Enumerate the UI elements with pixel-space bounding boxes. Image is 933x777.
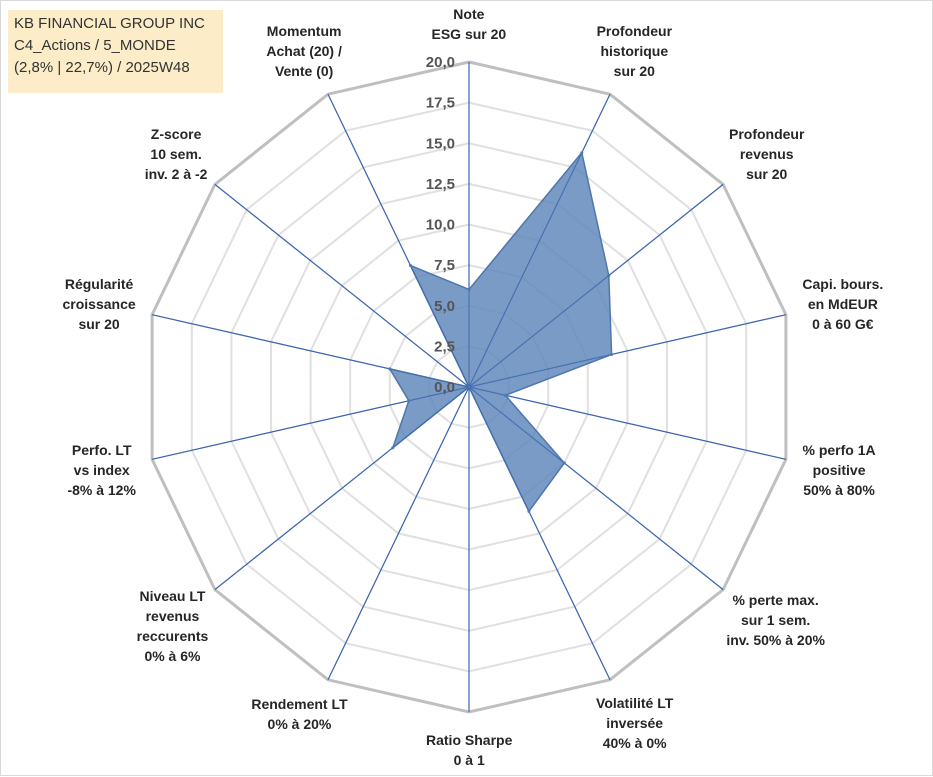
category-label: Ratio Sharpe 0 à 1	[426, 730, 512, 770]
category-label-line: Vente (0)	[274, 62, 334, 79]
category-label-line: Profondeur	[596, 22, 673, 39]
radar-spoke-overlay	[468, 386, 611, 681]
category-label-line: 40% à 0%	[602, 735, 667, 752]
data-point	[562, 461, 566, 465]
category-label-line: sur 20	[78, 315, 120, 332]
category-label: Profondeur revenus sur 20	[729, 124, 804, 184]
category-label: % perfo 1A positive 50% à 80%	[802, 440, 875, 500]
category-label-line: Momentum	[266, 22, 342, 39]
category-label-line: 50% à 80%	[803, 482, 875, 498]
category-label-line: revenus	[145, 607, 200, 624]
category-label: Note ESG sur 20	[432, 4, 507, 44]
category-label-line: sur 20	[746, 166, 788, 183]
category-label-line: % perte max.	[732, 591, 819, 608]
category-label-line: historique	[600, 42, 669, 59]
radar-spoke-overlay	[327, 386, 470, 681]
data-point	[407, 399, 411, 403]
category-label-line: 0 à 60 G€	[812, 315, 874, 332]
category-label-line: Niveau LT	[139, 587, 206, 604]
category-label-line: 0% à 20%	[267, 716, 332, 733]
category-label-line: Achat (20) /	[266, 42, 342, 59]
category-label-line: Capi. bours.	[802, 275, 884, 292]
data-point	[580, 151, 584, 155]
category-label: Perfo. LT vs index -8% à 12%	[67, 440, 135, 500]
data-point	[467, 288, 471, 291]
data-point	[467, 385, 471, 389]
category-label-line: Régularité	[64, 275, 134, 292]
data-point	[527, 509, 531, 513]
category-label-line: Rendement LT	[251, 696, 348, 713]
category-label-line: 0% à 6%	[144, 647, 201, 664]
radar-spoke-overlay	[151, 314, 470, 388]
radial-tick-label: 17,5	[426, 95, 455, 112]
radial-tick-label: 10,0	[426, 217, 455, 234]
data-point	[388, 367, 392, 371]
category-label-line: Volatilité LT	[596, 695, 674, 712]
category-label-line: 0 à 1	[453, 752, 485, 768]
range-week-line: (2,8% | 22,7%) / 2025W48	[14, 59, 190, 76]
category-label-line: Note	[453, 6, 485, 22]
chart-header-box: KB FINANCIAL GROUP INC C4_Actions / 5_MO…	[8, 10, 223, 93]
category-label-line: Perfo. LT	[71, 442, 132, 458]
category-label: Capi. bours. en MdEUR 0 à 60 G€	[802, 274, 883, 334]
category-label-line: inv. 50% à 20%	[726, 631, 825, 648]
data-point	[607, 274, 611, 278]
category-label: Volatilité LT inversée 40% à 0%	[596, 693, 673, 753]
category-label-line: revenus	[739, 146, 794, 163]
category-label-line: ESG sur 20	[431, 26, 507, 42]
data-point	[391, 446, 395, 450]
radial-tick-label: 20,0	[426, 54, 455, 71]
category-label-line: Profondeur	[728, 126, 805, 143]
radar-spoke-overlay	[468, 386, 787, 460]
category-label: Régularité croissance sur 20	[63, 274, 136, 334]
radial-tick-label: 12,5	[426, 176, 455, 193]
radar-spoke-overlay	[214, 386, 470, 590]
category-line: C4_Actions / 5_MONDE	[14, 37, 176, 54]
category-label-line: Ratio Sharpe	[426, 732, 513, 748]
category-label: Profondeur historique sur 20	[597, 21, 672, 81]
category-label-line: % perfo 1A	[802, 442, 876, 458]
radar-area	[151, 62, 787, 712]
category-label: Momentum Achat (20) / Vente (0)	[266, 21, 341, 81]
radar-spoke-overlay	[468, 184, 724, 388]
radial-tick-label: 2,5	[434, 338, 455, 355]
radar-spoke-overlay	[468, 314, 787, 388]
radial-axis-ticks: 0,0 2,5 5,0 7,5 10,0 12,5 15,0 17,5 20,0	[426, 54, 455, 396]
radial-tick-label: 0,0	[434, 379, 455, 396]
category-label-line: sur 1 sem.	[741, 611, 811, 628]
category-label: Niveau LT revenus reccurents 0% à 6%	[137, 586, 209, 666]
radial-tick-label: 15,0	[426, 135, 455, 152]
category-label-line: vs index	[73, 462, 130, 478]
category-label-line: croissance	[62, 295, 136, 312]
data-point	[409, 264, 412, 267]
category-label-line: Z-score	[150, 126, 202, 143]
category-label-line: 10 sem.	[150, 146, 202, 163]
radar-spoke-overlay	[468, 93, 611, 388]
category-label-line: en MdEUR	[807, 295, 878, 312]
category-label-line: positive	[812, 462, 866, 478]
category-label-line: sur 20	[613, 62, 655, 79]
radial-tick-label: 7,5	[434, 257, 455, 274]
category-label-line: inv. 2 à -2	[144, 166, 208, 183]
category-label-line: inversée	[606, 715, 664, 732]
data-point	[503, 393, 507, 397]
category-label-line: reccurents	[136, 627, 209, 644]
data-point	[610, 353, 614, 356]
company-name: KB FINANCIAL GROUP INC	[14, 15, 205, 32]
radar-spoke-overlay	[468, 386, 724, 590]
radar-spoke-overlay	[327, 93, 470, 388]
series-area	[388, 151, 613, 513]
category-label: % perte max. sur 1 sem. inv. 50% à 20%	[726, 590, 825, 650]
category-label: Z-score 10 sem. inv. 2 à -2	[145, 124, 208, 184]
radar-spoke-overlay	[151, 386, 470, 460]
radial-tick-label: 5,0	[434, 298, 455, 315]
category-label: Rendement LT 0% à 20%	[251, 694, 347, 734]
category-label-line: -8% à 12%	[67, 482, 136, 498]
radar-spoke-overlay	[214, 184, 470, 388]
